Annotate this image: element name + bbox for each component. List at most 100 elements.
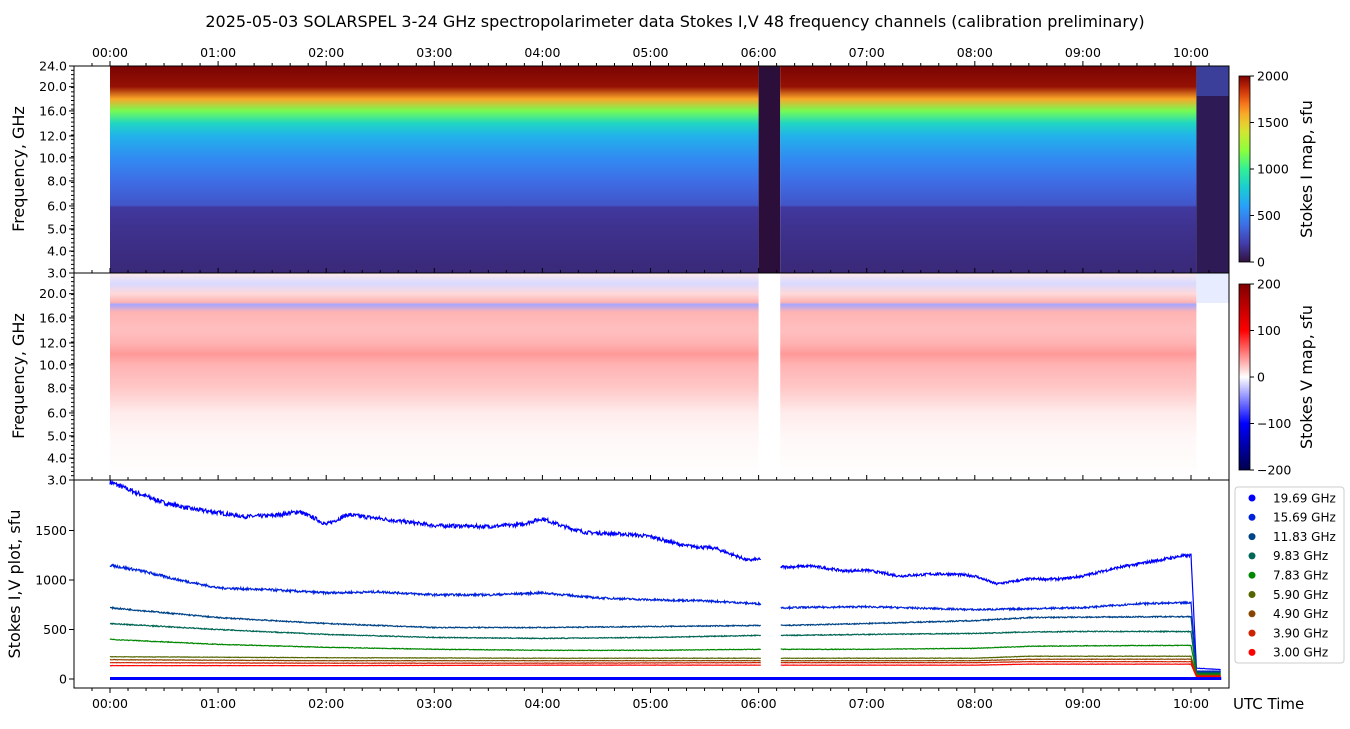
legend-label: 3.00 GHz	[1273, 646, 1328, 660]
x-axis-label: UTC Time	[1233, 695, 1304, 713]
y-tick-label: 6.0	[47, 405, 67, 420]
series-line-7-83-GHz	[780, 644, 1221, 675]
y-tick-label: 10.0	[39, 150, 67, 165]
legend-label: 7.83 GHz	[1273, 569, 1328, 583]
stokes-v-map-panel	[74, 273, 1229, 480]
colorbar-label: Stokes V map, sfu	[1297, 305, 1316, 449]
legend-marker-icon	[1248, 533, 1256, 541]
heatmap-after-top	[1196, 66, 1229, 96]
series-line-4-90-GHz	[109, 658, 761, 662]
legend-marker-icon	[1248, 610, 1256, 618]
legend-label: 3.90 GHz	[1273, 626, 1328, 640]
bottom-x-tick-label: 06:00	[741, 696, 777, 711]
legend-marker-icon	[1248, 629, 1256, 637]
axes: 00:00 00:00 01:00 01:00 02:00 02:00 03:00 03:00…	[5, 45, 1304, 713]
legend-box	[1234, 486, 1345, 664]
top-x-tick-label: 00:00	[92, 45, 128, 60]
colorbar-tick-label: 200	[1257, 277, 1281, 292]
top-x-tick-label: 04:00	[524, 45, 560, 60]
legend-label: 9.83 GHz	[1273, 549, 1328, 563]
bottom-x-tick-label: 00:00	[92, 696, 128, 711]
legend-label: 5.90 GHz	[1273, 588, 1328, 602]
stokes-i-colorbar: 0 500 1000 1500 2000 Stokes I map, sfu	[1238, 69, 1316, 270]
top-x-tick-label: 06:00	[741, 45, 777, 60]
legend-marker-icon	[1248, 571, 1256, 579]
bottom-x-tick-label: 08:00	[957, 696, 993, 711]
heatmap-segment	[110, 273, 759, 480]
y-tick-label: 12.0	[39, 128, 67, 143]
y-tick-label: 3.0	[47, 473, 67, 488]
legend-item: 4.90 GHz	[1248, 607, 1328, 621]
y-tick-label: 500	[43, 622, 67, 637]
y-axis-label: Frequency, GHz	[9, 313, 28, 439]
heatmap-segment	[780, 66, 1197, 273]
panel-frame	[73, 479, 1230, 689]
legend-marker-icon	[1248, 494, 1256, 502]
chart-title: 2025-05-03 SOLARSPEL 3-24 GHz spectropol…	[205, 12, 1144, 31]
y-tick-label: 10.0	[39, 357, 67, 372]
stokes-v-colorbar: 200 100 0 −100 −200 Stokes V map, sfu	[1238, 277, 1316, 478]
heatmap-segment	[110, 66, 759, 273]
legend-label: 19.69 GHz	[1273, 491, 1336, 505]
legend-item: 11.83 GHz	[1248, 530, 1336, 544]
legend-marker-icon	[1248, 552, 1256, 560]
bottom-x-tick-label: 03:00	[416, 696, 452, 711]
top-x-tick-label: 02:00	[308, 45, 344, 60]
bottom-x-tick-label: 05:00	[632, 696, 668, 711]
stokes-i-map-panel	[74, 66, 1229, 273]
bottom-x-tick-label: 10:00	[1173, 696, 1209, 711]
colorbar-tick-label: 2000	[1257, 69, 1289, 84]
y-axis-label: Frequency, GHz	[9, 106, 28, 232]
y-tick-label: 5.0	[47, 221, 67, 236]
y-tick-label: 12.0	[39, 335, 67, 350]
legend-marker-icon	[1248, 648, 1256, 656]
y-tick-label: 4.0	[47, 244, 67, 259]
y-tick-label: 8.0	[47, 173, 67, 188]
y-axis-label: Stokes I,V plot, sfu	[5, 510, 24, 659]
series-line-3-90-GHz	[109, 661, 761, 664]
y-tick-label: 1500	[35, 523, 67, 538]
colorbar-tick-label: −200	[1257, 463, 1291, 478]
series-line-11-83-GHz	[780, 615, 1221, 673]
series-line-19-69-GHz	[780, 552, 1221, 671]
legend-marker-icon	[1248, 591, 1256, 598]
legend-item: 9.83 GHz	[1248, 549, 1328, 563]
top-x-tick-label: 07:00	[849, 45, 885, 60]
series-line-15-69-GHz	[780, 600, 1221, 672]
series-line-3-00-GHz	[109, 664, 761, 667]
legend-item: 5.90 GHz	[1248, 588, 1328, 602]
y-tick-label: 4.0	[47, 451, 67, 466]
series-line-15-69-GHz	[109, 563, 762, 607]
legend-item: 7.83 GHz	[1248, 569, 1328, 583]
top-x-tick-label: 08:00	[957, 45, 993, 60]
colorbar-tick-label: 0	[1257, 370, 1265, 385]
legend-marker-icon	[1248, 513, 1256, 521]
top-x-tick-label: 01:00	[200, 45, 236, 60]
y-tick-label: 3.0	[47, 266, 67, 281]
y-tick-label: 8.0	[47, 380, 67, 395]
y-tick-label: 24.0	[39, 59, 67, 74]
heatmap-after	[1196, 66, 1229, 273]
legend-item: 3.00 GHz	[1248, 646, 1328, 660]
series-line-3-90-GHz	[780, 660, 1221, 677]
legend-item: 3.90 GHz	[1248, 626, 1328, 640]
top-x-tick-label: 10:00	[1173, 45, 1209, 60]
top-x-tick-label: 09:00	[1065, 45, 1101, 60]
series-line-4-90-GHz	[780, 658, 1221, 677]
colorbar-tick-label: 1500	[1257, 115, 1289, 130]
colorbar-tick-label: −100	[1257, 416, 1291, 431]
series-line-7-83-GHz	[109, 638, 761, 652]
y-tick-label: 20.0	[39, 286, 67, 301]
series-line-9-83-GHz	[109, 622, 761, 640]
legend: 19.69 GHz 15.69 GHz 11.83 GHz 9.83 GHz 7.83 …	[1234, 486, 1345, 664]
legend-label: 15.69 GHz	[1273, 511, 1336, 525]
heatmap-segment	[780, 273, 1197, 480]
top-x-tick-label: 03:00	[416, 45, 452, 60]
series-line-11-83-GHz	[110, 606, 761, 630]
series-line-9-83-GHz	[780, 629, 1221, 674]
y-tick-label: 5.0	[47, 428, 67, 443]
colorbar-tick-label: 1000	[1257, 162, 1289, 177]
y-tick-label: 16.0	[39, 103, 67, 118]
series-line-5-90-GHz	[780, 655, 1221, 676]
bottom-x-tick-label: 01:00	[200, 696, 236, 711]
